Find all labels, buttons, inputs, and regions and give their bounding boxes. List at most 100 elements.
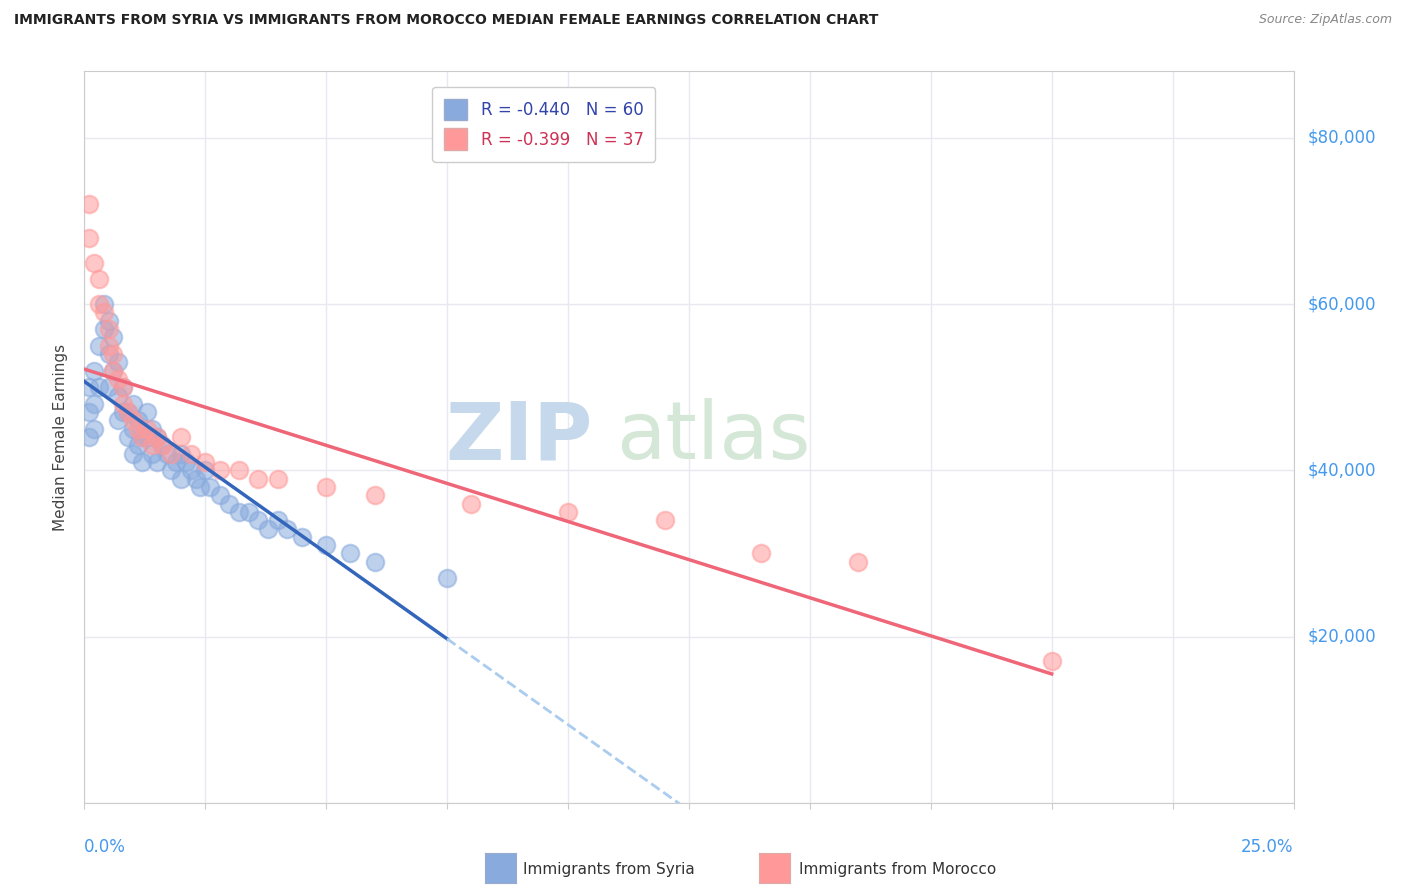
Point <box>170 447 193 461</box>
Point <box>654 513 676 527</box>
Point <box>247 513 270 527</box>
Point <box>146 430 169 444</box>
Point <box>117 405 139 419</box>
Point <box>141 422 163 436</box>
Point <box>267 472 290 486</box>
Point <box>127 438 149 452</box>
Point <box>146 430 169 444</box>
Point <box>117 405 139 419</box>
Point <box>1040 655 1063 669</box>
Point <box>107 388 129 402</box>
Point <box>83 397 105 411</box>
Point <box>87 297 110 311</box>
Point <box>131 430 153 444</box>
Point <box>121 422 143 436</box>
Point <box>557 505 579 519</box>
Text: $40,000: $40,000 <box>1308 461 1376 479</box>
Point <box>160 447 183 461</box>
Point <box>170 472 193 486</box>
Text: Immigrants from Syria: Immigrants from Syria <box>523 863 695 877</box>
Point <box>141 438 163 452</box>
Point <box>180 463 202 477</box>
Point <box>184 472 207 486</box>
Point <box>315 538 337 552</box>
Y-axis label: Median Female Earnings: Median Female Earnings <box>53 343 69 531</box>
Point <box>121 447 143 461</box>
Point <box>150 438 173 452</box>
Point <box>121 413 143 427</box>
Point <box>112 380 135 394</box>
Point <box>121 397 143 411</box>
Text: Source: ZipAtlas.com: Source: ZipAtlas.com <box>1258 13 1392 27</box>
Point <box>228 505 250 519</box>
Text: $60,000: $60,000 <box>1308 295 1376 313</box>
Point <box>315 480 337 494</box>
Point <box>103 347 125 361</box>
Point <box>170 430 193 444</box>
Point <box>77 430 100 444</box>
Point <box>107 372 129 386</box>
Point <box>77 197 100 211</box>
Point <box>93 305 115 319</box>
Point <box>165 455 187 469</box>
Point <box>77 405 100 419</box>
Point <box>155 447 177 461</box>
Point <box>228 463 250 477</box>
Point <box>460 497 482 511</box>
Point <box>208 463 231 477</box>
Point <box>141 447 163 461</box>
Point <box>131 430 153 444</box>
Point <box>97 339 120 353</box>
Point <box>363 555 385 569</box>
Point <box>136 405 159 419</box>
Point <box>87 272 110 286</box>
Point <box>103 363 125 377</box>
Point <box>83 363 105 377</box>
Point <box>238 505 260 519</box>
Point <box>117 430 139 444</box>
Text: 0.0%: 0.0% <box>84 838 127 855</box>
Point <box>97 380 120 394</box>
Point <box>194 455 217 469</box>
Point <box>160 463 183 477</box>
Point <box>77 230 100 244</box>
Point <box>247 472 270 486</box>
Point <box>150 438 173 452</box>
Point <box>136 422 159 436</box>
Text: ZIP: ZIP <box>444 398 592 476</box>
Point <box>131 455 153 469</box>
Point <box>291 530 314 544</box>
Point <box>103 330 125 344</box>
Point <box>112 380 135 394</box>
Legend: R = -0.440   N = 60, R = -0.399   N = 37: R = -0.440 N = 60, R = -0.399 N = 37 <box>432 87 655 161</box>
Point <box>174 455 197 469</box>
Point <box>127 422 149 436</box>
Point <box>363 488 385 502</box>
Point <box>112 397 135 411</box>
Point <box>87 380 110 394</box>
Point <box>83 255 105 269</box>
Point <box>93 297 115 311</box>
Point <box>146 455 169 469</box>
Text: Immigrants from Morocco: Immigrants from Morocco <box>799 863 995 877</box>
Point <box>339 546 361 560</box>
Point <box>107 355 129 369</box>
Point <box>751 546 773 560</box>
Point <box>208 488 231 502</box>
Point <box>77 380 100 394</box>
Text: IMMIGRANTS FROM SYRIA VS IMMIGRANTS FROM MOROCCO MEDIAN FEMALE EARNINGS CORRELAT: IMMIGRANTS FROM SYRIA VS IMMIGRANTS FROM… <box>14 13 879 28</box>
Point <box>87 339 110 353</box>
Point <box>218 497 240 511</box>
Text: $20,000: $20,000 <box>1308 628 1376 646</box>
Point <box>267 513 290 527</box>
Point <box>180 447 202 461</box>
Point <box>257 521 280 535</box>
Point <box>97 322 120 336</box>
Point <box>194 463 217 477</box>
Point <box>97 347 120 361</box>
Text: 25.0%: 25.0% <box>1241 838 1294 855</box>
Point <box>190 480 212 494</box>
Point <box>83 422 105 436</box>
Point <box>198 480 221 494</box>
Point <box>276 521 298 535</box>
